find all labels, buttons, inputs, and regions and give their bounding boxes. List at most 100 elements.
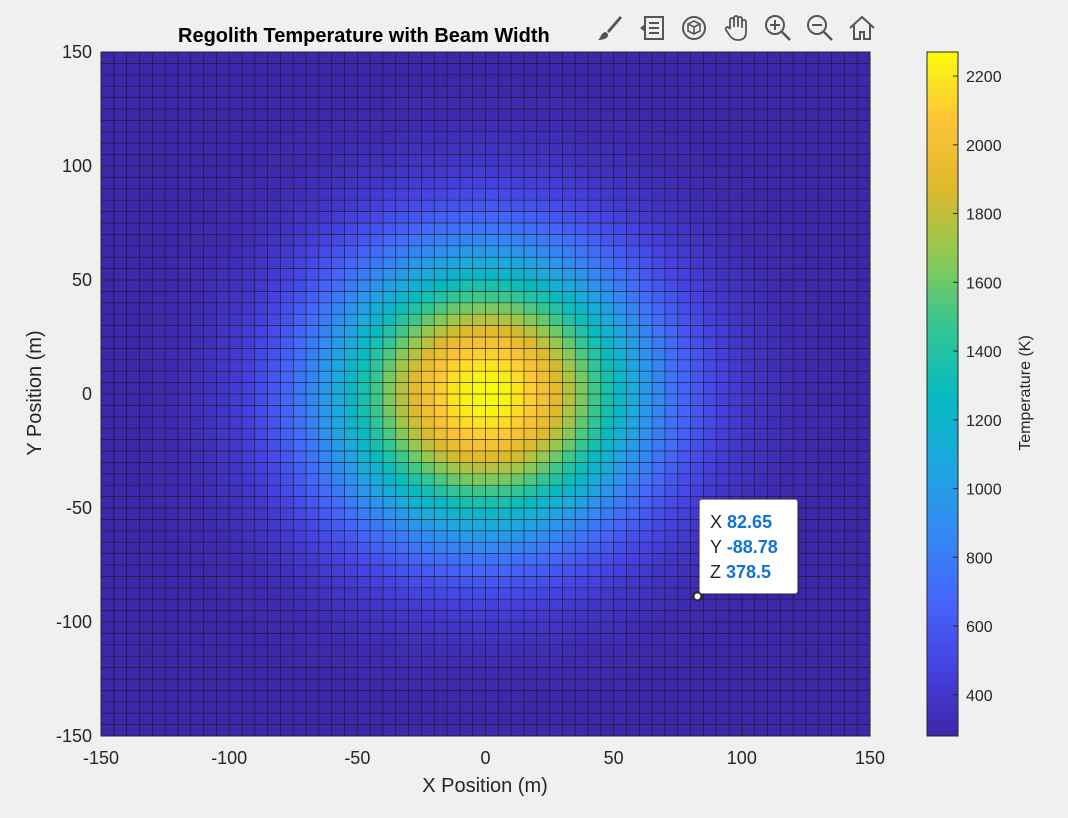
heatmap-cell[interactable] xyxy=(523,508,538,520)
heatmap-cell[interactable] xyxy=(280,200,294,212)
heatmap-cell[interactable] xyxy=(754,416,768,429)
heatmap-cell[interactable] xyxy=(472,120,486,133)
heatmap-cell[interactable] xyxy=(229,530,243,543)
heatmap-cell[interactable] xyxy=(690,485,704,497)
heatmap-cell[interactable] xyxy=(729,667,743,680)
heatmap-cell[interactable] xyxy=(357,143,371,155)
heatmap-cell[interactable] xyxy=(113,473,127,486)
heatmap-cell[interactable] xyxy=(113,166,127,178)
heatmap-cell[interactable] xyxy=(639,325,653,338)
heatmap-cell[interactable] xyxy=(382,644,397,657)
heatmap-cell[interactable] xyxy=(152,576,166,589)
heatmap-cell[interactable] xyxy=(306,473,320,486)
heatmap-cell[interactable] xyxy=(716,86,730,98)
heatmap-cell[interactable] xyxy=(254,291,268,304)
heatmap-cell[interactable] xyxy=(318,52,332,64)
heatmap-cell[interactable] xyxy=(729,234,743,247)
heatmap-cell[interactable] xyxy=(844,530,858,543)
heatmap-cell[interactable] xyxy=(511,713,525,725)
heatmap-cell[interactable] xyxy=(344,325,358,338)
heatmap-cell[interactable] xyxy=(716,439,730,452)
heatmap-cell[interactable] xyxy=(357,473,371,486)
heatmap-cell[interactable] xyxy=(626,280,640,292)
heatmap-cell[interactable] xyxy=(216,268,230,281)
heatmap-cell[interactable] xyxy=(434,644,448,657)
heatmap-cell[interactable] xyxy=(716,724,730,737)
heatmap-cell[interactable] xyxy=(318,86,332,98)
heatmap-cell[interactable] xyxy=(716,131,730,144)
heatmap-cell[interactable] xyxy=(293,496,307,509)
heatmap-cell[interactable] xyxy=(523,451,538,463)
heatmap-cell[interactable] xyxy=(613,74,627,87)
heatmap-cell[interactable] xyxy=(344,280,358,292)
heatmap-cell[interactable] xyxy=(459,473,473,486)
heatmap-cell[interactable] xyxy=(690,74,704,87)
heatmap-cell[interactable] xyxy=(280,234,294,247)
heatmap-cell[interactable] xyxy=(575,542,589,554)
heatmap-cell[interactable] xyxy=(177,348,192,361)
heatmap-cell[interactable] xyxy=(716,394,730,406)
heatmap-cell[interactable] xyxy=(318,633,332,646)
heatmap-cell[interactable] xyxy=(818,473,832,486)
heatmap-cell[interactable] xyxy=(152,154,166,167)
heatmap-cell[interactable] xyxy=(498,416,512,429)
heatmap-cell[interactable] xyxy=(588,348,602,361)
heatmap-cell[interactable] xyxy=(139,314,153,326)
heatmap-cell[interactable] xyxy=(575,245,589,258)
heatmap-cell[interactable] xyxy=(370,348,384,361)
heatmap-cell[interactable] xyxy=(485,451,499,463)
heatmap-cell[interactable] xyxy=(588,234,602,247)
heatmap-cell[interactable] xyxy=(101,234,115,247)
heatmap-cell[interactable] xyxy=(190,622,204,634)
heatmap-cell[interactable] xyxy=(562,679,576,691)
heatmap-cell[interactable] xyxy=(177,508,192,520)
heatmap-cell[interactable] xyxy=(229,587,243,600)
heatmap-cell[interactable] xyxy=(485,268,499,281)
heatmap-cell[interactable] xyxy=(447,120,461,133)
heatmap-cell[interactable] xyxy=(229,439,243,452)
heatmap-cell[interactable] xyxy=(844,394,858,406)
heatmap-cell[interactable] xyxy=(857,679,871,691)
heatmap-cell[interactable] xyxy=(113,644,127,657)
heatmap-cell[interactable] xyxy=(203,257,217,269)
heatmap-cell[interactable] xyxy=(626,679,640,691)
heatmap-cell[interactable] xyxy=(203,576,217,589)
heatmap-cell[interactable] xyxy=(190,690,204,703)
heatmap-cell[interactable] xyxy=(639,667,653,680)
heatmap-cell[interactable] xyxy=(664,348,679,361)
heatmap-cell[interactable] xyxy=(434,325,448,338)
heatmap-cell[interactable] xyxy=(690,371,704,383)
heatmap-cell[interactable] xyxy=(562,257,576,269)
heatmap-cell[interactable] xyxy=(575,63,589,76)
heatmap-cell[interactable] xyxy=(729,177,743,190)
heatmap-cell[interactable] xyxy=(357,690,371,703)
heatmap-cell[interactable] xyxy=(318,200,332,212)
zoom-in-icon[interactable] xyxy=(760,10,796,46)
heatmap-cell[interactable] xyxy=(754,644,768,657)
heatmap-cell[interactable] xyxy=(434,530,448,543)
heatmap-cell[interactable] xyxy=(472,268,486,281)
heatmap-cell[interactable] xyxy=(639,519,653,532)
heatmap-cell[interactable] xyxy=(498,485,512,497)
heatmap-cell[interactable] xyxy=(498,268,512,281)
heatmap-cell[interactable] xyxy=(421,644,435,657)
heatmap-cell[interactable] xyxy=(613,542,627,554)
heatmap-cell[interactable] xyxy=(703,724,717,737)
heatmap-cell[interactable] xyxy=(370,622,384,634)
heatmap-cell[interactable] xyxy=(575,188,589,201)
heatmap-cell[interactable] xyxy=(562,530,576,543)
heatmap-cell[interactable] xyxy=(523,211,538,224)
heatmap-cell[interactable] xyxy=(639,656,653,668)
heatmap-cell[interactable] xyxy=(370,86,384,98)
heatmap-cell[interactable] xyxy=(793,280,807,292)
heatmap-cell[interactable] xyxy=(844,359,858,372)
heatmap-cell[interactable] xyxy=(741,359,755,372)
heatmap-cell[interactable] xyxy=(267,473,281,486)
heatmap-cell[interactable] xyxy=(511,644,525,657)
heatmap-cell[interactable] xyxy=(805,280,820,292)
heatmap-cell[interactable] xyxy=(357,188,371,201)
heatmap-cell[interactable] xyxy=(549,188,563,201)
heatmap-cell[interactable] xyxy=(113,724,127,737)
heatmap-cell[interactable] xyxy=(626,291,640,304)
heatmap-cell[interactable] xyxy=(382,724,397,737)
